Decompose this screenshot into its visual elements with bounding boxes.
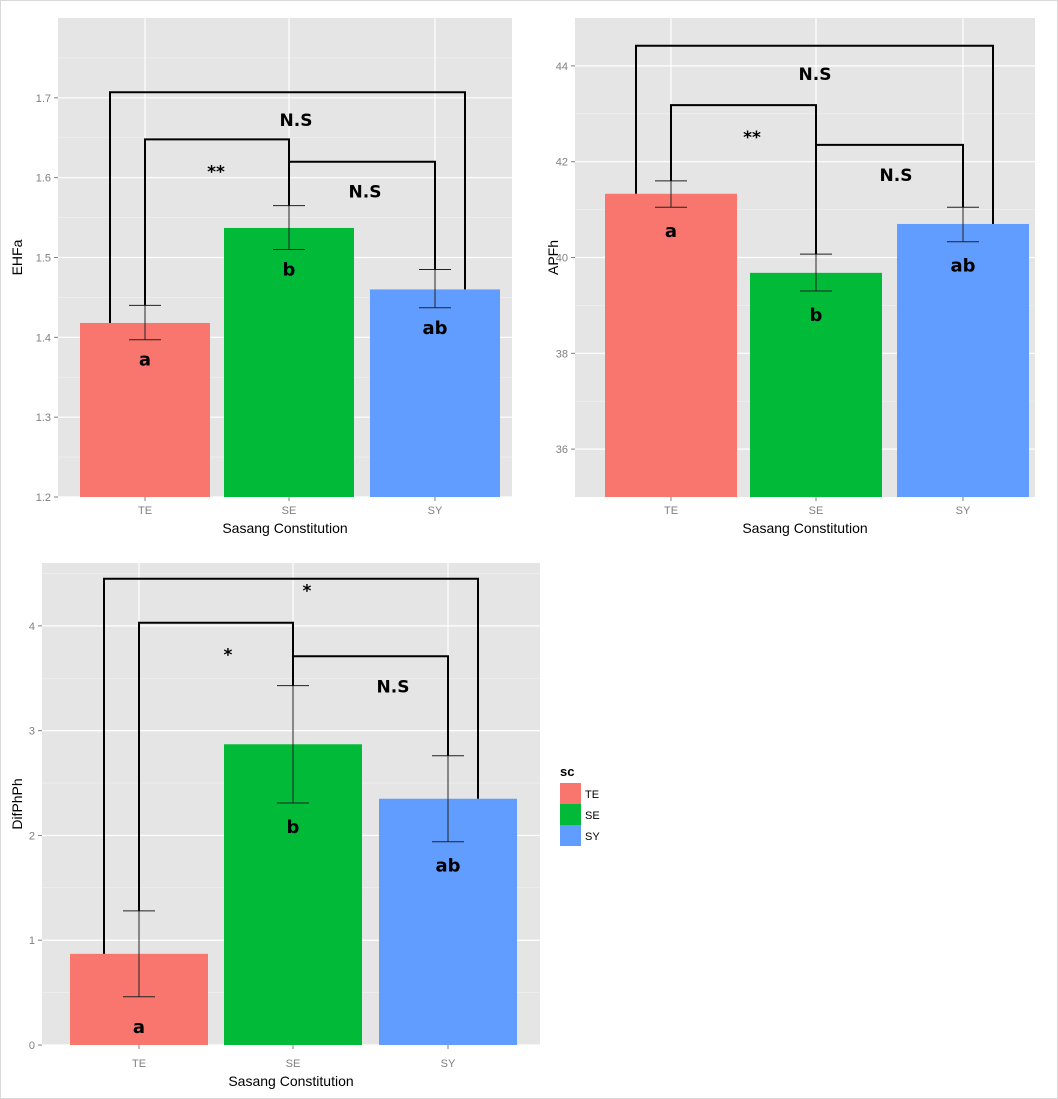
bracket-line [138,621,294,911]
significance-label: * [224,646,233,666]
comparison-bracket-3: N.S [815,143,964,255]
group-letter-te: a [133,1017,145,1038]
y-axis-label: DifPhPh [9,778,25,829]
significance-label: * [303,582,312,602]
legend-swatch-sy [560,825,581,846]
y-axis-label: APFh [545,240,561,275]
comparison-bracket-2: * [138,621,294,911]
x-axis-label: Sasang Constitution [222,520,347,536]
significance-label: N.S [880,166,913,186]
significance-label: ** [207,162,225,182]
legend-swatch-se [560,804,581,825]
y-tick-label: 4 [29,621,35,633]
y-tick-label: 40 [556,253,568,265]
significance-label: N.S [349,183,382,203]
legend-label-te: TE [585,789,599,801]
y-tick-label: 2 [29,830,35,842]
comparison-bracket-3: N.S [288,160,436,270]
x-tick-label: TE [138,505,152,517]
bracket-line [288,160,436,270]
y-tick-label: 38 [556,348,568,360]
bar-sy [370,289,500,497]
group-letter-te: a [665,221,677,242]
x-axis-label: Sasang Constitution [228,1073,353,1089]
bracket-line [109,91,466,323]
significance-label: N.S [280,111,313,131]
group-letter-sy: ab [950,256,975,277]
bracket-line [292,655,449,756]
significance-label: N.S [799,65,832,85]
x-tick-label: TE [132,1058,146,1070]
group-letter-sy: ab [422,318,447,339]
group-letter-se: b [283,260,296,281]
group-letter-se: b [810,305,823,326]
x-tick-label: SE [286,1058,301,1070]
y-tick-label: 0 [29,1040,35,1052]
group-letter-se: b [287,817,300,838]
bar-sy [897,223,1029,497]
legend-swatch-te [560,783,581,804]
y-tick-label: 1 [29,935,35,947]
y-tick-label: 1.4 [36,332,51,344]
y-tick-label: 3 [29,726,35,738]
legend-label-se: SE [585,810,600,822]
y-tick-label: 44 [556,61,568,73]
bracket-line [815,143,964,255]
bar-te [605,193,737,497]
bracket-line [103,577,479,954]
significance-label: ** [743,128,761,148]
bracket-line [635,44,994,224]
group-letter-te: a [139,350,151,371]
bar-se [750,272,882,497]
x-tick-label: SY [441,1058,456,1070]
legend-label-sy: SY [585,831,600,843]
x-axis-label: Sasang Constitution [742,520,867,536]
legend-title: sc [560,764,574,779]
x-tick-label: SY [956,505,971,517]
y-tick-label: 1.6 [36,173,51,185]
comparison-bracket-1: N.S [635,44,994,224]
y-tick-label: 1.5 [36,253,51,265]
y-tick-label: 42 [556,157,568,169]
y-tick-label: 1.7 [36,93,51,105]
x-tick-label: SE [282,505,297,517]
comparison-bracket-3: N.S [292,655,449,756]
bar-se [224,227,354,497]
significance-label: N.S [377,677,410,697]
group-letter-sy: ab [435,856,460,877]
x-tick-label: SE [809,505,824,517]
bar-te [80,322,210,497]
y-axis-label: EHFa [9,239,25,275]
y-tick-label: 1.2 [36,492,51,504]
x-tick-label: SY [428,505,443,517]
comparison-bracket-1: * [103,577,479,954]
comparison-bracket-1: N.S [109,91,466,323]
x-tick-label: TE [664,505,678,517]
legend: sc TE SE SY [560,764,600,846]
y-tick-label: 36 [556,444,568,456]
y-tick-label: 1.3 [36,412,51,424]
